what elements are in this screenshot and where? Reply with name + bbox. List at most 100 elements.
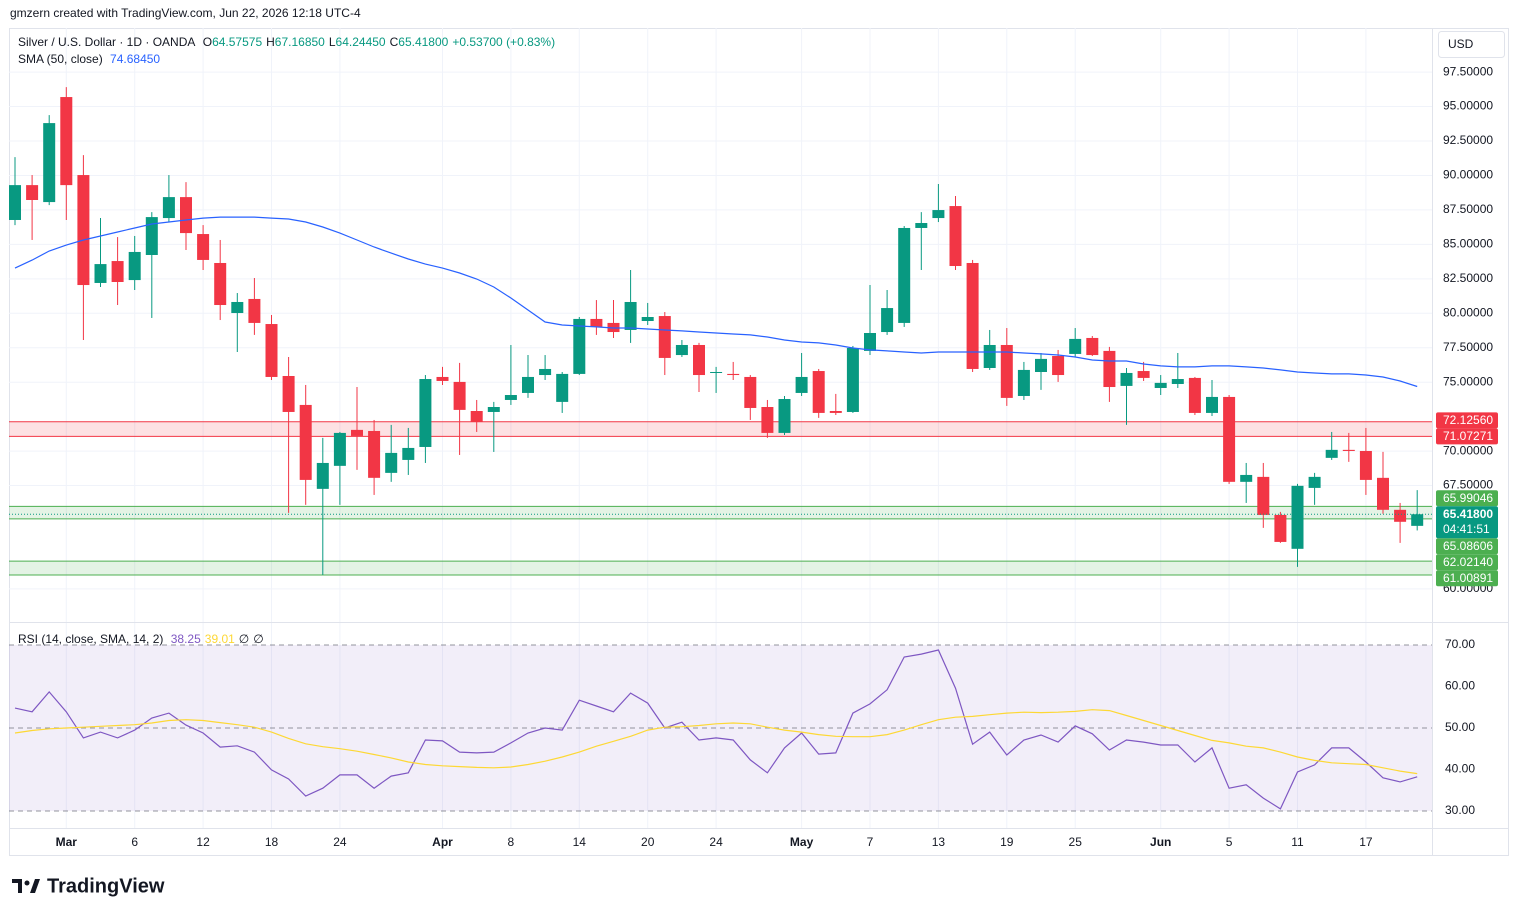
x-tick-label: Apr <box>432 835 453 849</box>
frame <box>9 28 1509 856</box>
rsi-title: RSI (14, close, SMA, 14, 2) <box>18 632 164 646</box>
currency-box[interactable] <box>1438 31 1505 58</box>
ohlc-key: H <box>266 35 275 49</box>
candle-body <box>778 399 791 433</box>
candle-body <box>1154 382 1167 388</box>
candle-body <box>881 308 894 333</box>
x-tick-label: 12 <box>196 835 210 849</box>
x-tick-label: 11 <box>1291 835 1304 849</box>
candle-body <box>1291 485 1304 549</box>
rsi-value: 39.01 <box>204 632 235 646</box>
x-tick-label: 17 <box>1359 835 1373 849</box>
candle-body <box>1035 358 1047 372</box>
candle-body <box>180 197 192 234</box>
candle-body <box>436 376 449 381</box>
sma-line <box>14 216 1418 388</box>
y-tick-label: 92.50000 <box>1443 133 1493 147</box>
ohlc-key: O <box>202 35 213 49</box>
price-label: 72.12560 <box>1443 413 1493 427</box>
candle-body <box>727 373 740 376</box>
candle-body <box>453 381 466 410</box>
brand: TradingView <box>47 875 165 897</box>
candle-body <box>1240 474 1253 482</box>
candle-body <box>316 462 329 489</box>
rsi-tick-label: 60.00 <box>1445 679 1475 693</box>
candle-body <box>1359 450 1372 480</box>
candle-body <box>128 251 141 281</box>
candle-body <box>539 368 552 376</box>
x-tick-label: 20 <box>641 835 655 849</box>
candle-body <box>487 407 500 412</box>
countdown: 04:41:51 <box>1443 522 1490 536</box>
candle-body <box>1137 371 1150 378</box>
brand-logo <box>12 879 40 893</box>
candle-body <box>590 318 603 327</box>
candle-body <box>145 217 158 255</box>
ohlc-key: L <box>328 35 336 49</box>
candle-body <box>693 344 705 376</box>
candle-body <box>624 301 637 330</box>
rsi-tick-label: 30.00 <box>1445 803 1475 817</box>
rsi-value: 38.25 <box>170 632 201 646</box>
x-tick-label: 14 <box>573 835 587 849</box>
ohlc-value: 65.41800 <box>398 35 449 49</box>
candle-body <box>351 429 363 436</box>
candle-body <box>522 376 534 393</box>
candle-body <box>333 432 346 466</box>
change: +0.53700 (+0.83%) <box>452 35 556 49</box>
last-price-bg <box>1436 506 1498 539</box>
candle-body <box>299 404 312 480</box>
axis: 60.0000067.5000070.0000075.0000077.50000… <box>56 64 1498 849</box>
candle-body <box>949 206 962 267</box>
rsi-tick-label: 50.00 <box>1445 720 1475 734</box>
candle-body <box>1171 379 1184 384</box>
candle-body <box>402 447 415 460</box>
price-label-bg <box>1436 570 1498 587</box>
sma-name: SMA (50, close) <box>18 52 103 66</box>
candle-body <box>795 376 808 393</box>
rsi-tick-label: 40.00 <box>1445 762 1475 776</box>
candle-body <box>111 261 124 283</box>
candle-body <box>675 344 688 356</box>
candle-body <box>9 185 21 220</box>
x-tick-label: 7 <box>867 835 874 849</box>
candle-body <box>265 324 278 377</box>
candle-body <box>761 407 774 433</box>
price-label: 65.99046 <box>1443 491 1493 505</box>
y-tick-label: 97.50000 <box>1443 64 1493 78</box>
candle-body <box>812 371 825 413</box>
candle-body <box>932 210 945 219</box>
candle-body <box>1000 344 1013 398</box>
candle-body <box>1017 369 1030 396</box>
candle-body <box>94 264 107 283</box>
candle-body <box>1103 350 1116 388</box>
candle-body <box>26 185 39 200</box>
candle-body <box>744 376 757 408</box>
candle-body <box>1274 514 1287 542</box>
price-label-bg <box>1436 412 1498 429</box>
x-tick-label: 19 <box>1000 835 1014 849</box>
candle-body <box>658 316 671 358</box>
price-label-bg <box>1436 428 1498 445</box>
price-label-bg <box>1436 490 1498 507</box>
ohlc-value: 67.16850 <box>274 35 325 49</box>
candle-body <box>504 395 517 400</box>
x-tick-label: 25 <box>1069 835 1083 849</box>
y-tick-label: 90.00000 <box>1443 168 1493 182</box>
candle-body <box>60 97 73 186</box>
y-tick-label: 95.00000 <box>1443 99 1493 113</box>
candle-body <box>368 430 381 478</box>
candle-body <box>710 371 723 373</box>
candle-body <box>573 318 586 374</box>
candle-body <box>1052 356 1065 376</box>
x-tick-label: 24 <box>333 835 347 849</box>
candle-body <box>1069 338 1082 354</box>
candle-body <box>385 452 398 473</box>
x-tick-label: May <box>790 835 814 849</box>
candle-body <box>1342 449 1355 451</box>
candle-body <box>419 379 432 447</box>
rsi-extra: ∅ <box>238 632 250 646</box>
candle-body <box>1325 449 1338 458</box>
x-tick-label: Mar <box>56 835 78 849</box>
candle-body <box>556 373 569 402</box>
